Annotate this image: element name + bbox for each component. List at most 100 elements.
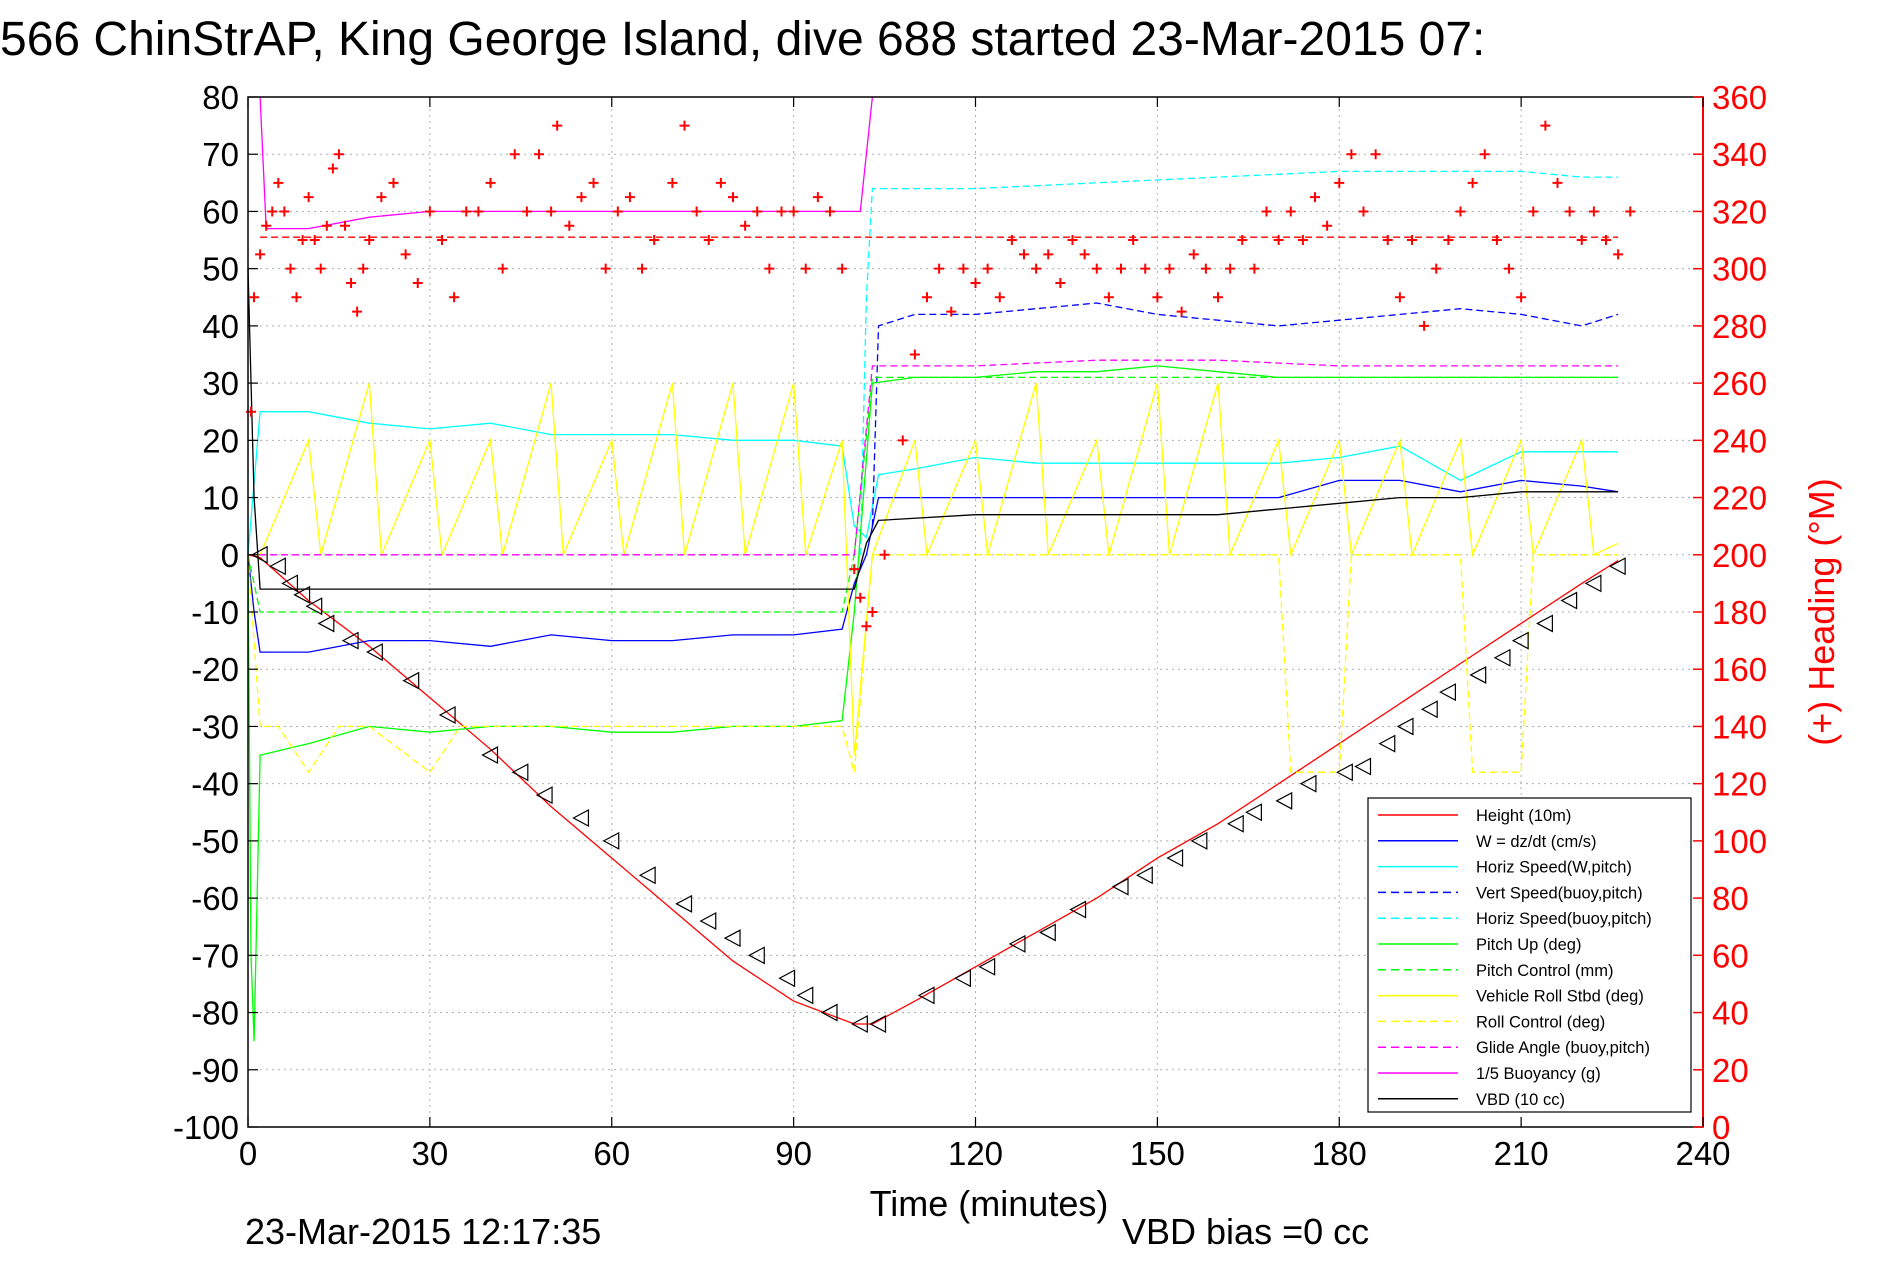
heading-point: [1322, 220, 1333, 231]
y-tick-label-left: 70: [202, 136, 239, 173]
heading-point: [449, 292, 460, 303]
sample-point: [1275, 791, 1293, 810]
heading-point: [1419, 320, 1430, 331]
date-note: 23-Mar-2015 12:17:35: [245, 1211, 601, 1252]
sample-point: [917, 986, 935, 1005]
x-tick-label: 240: [1675, 1135, 1730, 1172]
sample-point: [481, 746, 499, 765]
heading-point: [994, 292, 1005, 303]
glide-angle-buoy-pitch-line: [248, 359, 1619, 556]
sample-point: [572, 809, 590, 827]
heading-point: [1273, 235, 1284, 246]
sample-point: [675, 894, 693, 913]
sample-point: [1299, 774, 1317, 793]
heading-point: [922, 292, 932, 303]
sample-point: [1336, 763, 1353, 782]
sample-point: [317, 614, 335, 633]
heading-point: [982, 263, 993, 274]
sample-point: [978, 957, 996, 976]
heading-point: [303, 192, 314, 203]
heading-point: [1346, 149, 1357, 160]
sample-point: [1069, 900, 1087, 919]
y-tick-label-right: 40: [1712, 995, 1749, 1032]
sample-point: [438, 706, 456, 724]
heading-point: [649, 235, 660, 246]
sample-point: [1560, 591, 1578, 610]
heading-point: [285, 263, 296, 274]
y-tick-label-left: 0: [221, 537, 239, 574]
horiz-speed-w-pitch-line: [247, 411, 1619, 555]
x-tick-label: 60: [593, 1135, 630, 1172]
heading-point: [1091, 263, 1102, 274]
heading-point: [552, 120, 563, 131]
sample-point: [1166, 849, 1184, 868]
y-tick-label-right: 240: [1712, 422, 1767, 459]
sample-point: [1038, 923, 1056, 942]
legend: Height (10m) W = dz/dt (cm/s) Horiz Speed(…: [1367, 797, 1692, 1113]
legend-label-horiz-speed-w-pitch: Horiz Speed(W,pitch): [1476, 859, 1632, 877]
heading-point: [752, 206, 763, 217]
y-tick-label-left: -100: [173, 1109, 239, 1146]
heading-point: [612, 206, 623, 217]
legend-label-pitch-up-deg: Pitch Up (deg): [1476, 936, 1581, 954]
heading-point: [437, 235, 447, 246]
y-tick-label-right: 320: [1712, 193, 1767, 230]
heading-point: [1019, 249, 1029, 260]
y-tick-label-right: 360: [1712, 79, 1767, 116]
heading-point: [1285, 206, 1296, 217]
y-tick-label-right: 200: [1712, 537, 1767, 574]
heading-point: [1479, 149, 1490, 160]
y-tick-label-left: 20: [202, 422, 239, 459]
heading-point: [521, 206, 532, 217]
heading-point: [352, 306, 363, 317]
sample-point: [1584, 574, 1602, 593]
heading-point: [1455, 206, 1466, 217]
height-10m-line: [247, 554, 1619, 1025]
chart-title: 566 ChinStrAP, King George Island, dive …: [0, 13, 1485, 66]
vbd-10-cc-line: [247, 268, 1619, 590]
legend-label-1-5-buoyancy-g: 1/5 Buoyancy (g): [1476, 1065, 1601, 1083]
heading-point: [788, 206, 799, 217]
heading-point: [1407, 235, 1417, 246]
heading-point: [861, 621, 872, 632]
y-tick-label-right: 60: [1712, 937, 1749, 974]
sample-point: [1354, 757, 1372, 776]
sample-point: [1008, 934, 1026, 953]
heading-point: [1213, 292, 1223, 303]
y-tick-label-right: 180: [1712, 594, 1767, 631]
sample-point: [511, 763, 529, 782]
heading-point: [261, 220, 272, 231]
heading-point: [703, 235, 714, 246]
heading-point: [879, 549, 890, 560]
y-tick-label-right: 120: [1712, 766, 1767, 803]
legend-label-roll-control-deg: Roll Control (deg): [1476, 1013, 1605, 1031]
heading-point: [1528, 206, 1539, 217]
y-tick-label-left: -40: [191, 766, 239, 803]
y-tick-label-left: -10: [191, 594, 239, 631]
sample-point: [1439, 683, 1456, 702]
sample-point: [1608, 557, 1626, 576]
heading-point: [1188, 249, 1199, 260]
heading-point: [1067, 235, 1078, 246]
pitch-control-mm-line: [247, 376, 1619, 613]
heading-point: [909, 349, 920, 360]
x-tick-label: 90: [775, 1135, 812, 1172]
sample-point: [638, 866, 656, 885]
heading-point: [340, 220, 350, 231]
heading-point: [740, 220, 751, 231]
sample-point: [1396, 717, 1414, 736]
heading-point: [728, 192, 738, 203]
y-tick-label-left: 50: [202, 251, 239, 288]
heading-point: [1152, 292, 1163, 303]
x-tick-label: 210: [1494, 1135, 1549, 1172]
legend-label-pitch-control-mm: Pitch Control (mm): [1476, 962, 1614, 980]
y-tick-label-right: 100: [1712, 823, 1767, 860]
heading-point: [1334, 177, 1345, 188]
heading-point: [1249, 263, 1260, 274]
y-tick-label-right: 0: [1712, 1109, 1730, 1146]
heading-point: [267, 206, 278, 217]
x-tick-label: 30: [412, 1135, 449, 1172]
heading-point: [897, 435, 908, 446]
x-tick-label: 0: [239, 1135, 257, 1172]
heading-point: [388, 177, 399, 188]
